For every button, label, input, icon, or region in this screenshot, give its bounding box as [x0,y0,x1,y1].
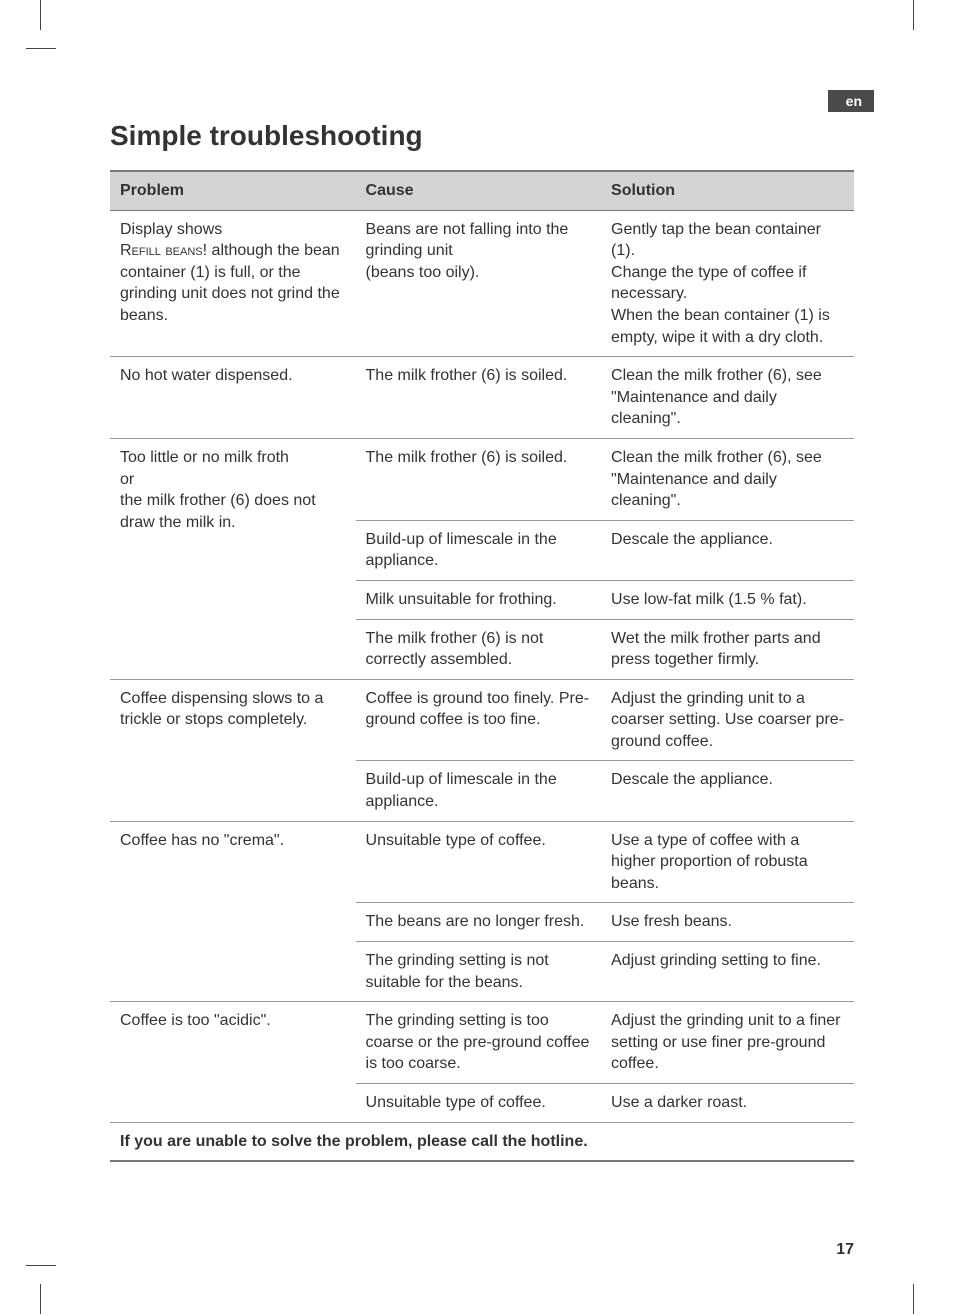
cell-cause: The grinding setting is too coarse or th… [356,1002,602,1084]
table-row: Coffee dispensing slows to a trickle or … [110,679,854,761]
cell-cause: Build-up of limescale in the appliance. [356,520,602,580]
col-header-problem: Problem [110,171,356,210]
cell-solution: Descale the appliance. [601,520,854,580]
cell-problem: No hot water dispensed. [110,357,356,439]
cell-cause: The milk frother (6) is soiled. [356,438,602,520]
table-row: Coffee has no "crema".Unsuitable type of… [110,821,854,903]
page-title: Simple troubleshooting [110,120,854,152]
cell-solution: Adjust grinding setting to fine. [601,942,854,1002]
cell-cause: The beans are no longer fresh. [356,903,602,942]
table-row: No hot water dispensed.The milk frother … [110,357,854,439]
cell-solution: Gently tap the bean container (1).Change… [601,210,854,357]
cell-cause: Unsuitable type of coffee. [356,1084,602,1123]
col-header-solution: Solution [601,171,854,210]
col-header-cause: Cause [356,171,602,210]
footer-text: If you are unable to solve the problem, … [110,1122,854,1161]
cell-solution: Descale the appliance. [601,761,854,821]
table-body: Display showsRefill beans! although the … [110,210,854,1161]
cell-problem: Coffee has no "crema". [110,821,356,1002]
troubleshooting-table: Problem Cause Solution Display showsRefi… [110,170,854,1162]
cell-solution: Use fresh beans. [601,903,854,942]
table-footer-row: If you are unable to solve the problem, … [110,1122,854,1161]
page-number: 17 [836,1241,854,1259]
table-row: Coffee is too "acidic".The grinding sett… [110,1002,854,1084]
cell-cause: Unsuitable type of coffee. [356,821,602,903]
crop-mark [884,1284,914,1314]
cell-cause: The grinding setting is not suitable for… [356,942,602,1002]
cell-problem: Coffee dispensing slows to a trickle or … [110,679,356,821]
table-row: Display showsRefill beans! although the … [110,210,854,357]
cell-cause: Build-up of limescale in the appliance. [356,761,602,821]
cell-cause: Coffee is ground too finely. Pre-ground … [356,679,602,761]
cell-solution: Use low-fat milk (1.5 % fat). [601,580,854,619]
cell-cause: The milk frother (6) is not correctly as… [356,619,602,679]
cell-solution: Clean the milk frother (6), see "Mainten… [601,438,854,520]
cell-cause: Milk unsuitable for frothing. [356,580,602,619]
crop-mark [884,0,914,30]
crop-mark [40,0,70,30]
cell-solution: Adjust the grinding unit to a finer sett… [601,1002,854,1084]
cell-solution: Adjust the grinding unit to a coarser se… [601,679,854,761]
table-row: Too little or no milk frothorthe milk fr… [110,438,854,520]
cell-solution: Use a darker roast. [601,1084,854,1123]
language-tag: en [828,90,874,112]
cell-problem: Too little or no milk frothorthe milk fr… [110,438,356,679]
cell-solution: Use a type of coffee with a higher propo… [601,821,854,903]
cell-cause: Beans are not falling into the grinding … [356,210,602,357]
cell-problem: Coffee is too "acidic". [110,1002,356,1122]
cell-solution: Wet the milk frother parts and press tog… [601,619,854,679]
cell-solution: Clean the milk frother (6), see "Mainten… [601,357,854,439]
cell-cause: The milk frother (6) is soiled. [356,357,602,439]
crop-mark [40,1284,70,1314]
cell-problem: Display showsRefill beans! although the … [110,210,356,357]
